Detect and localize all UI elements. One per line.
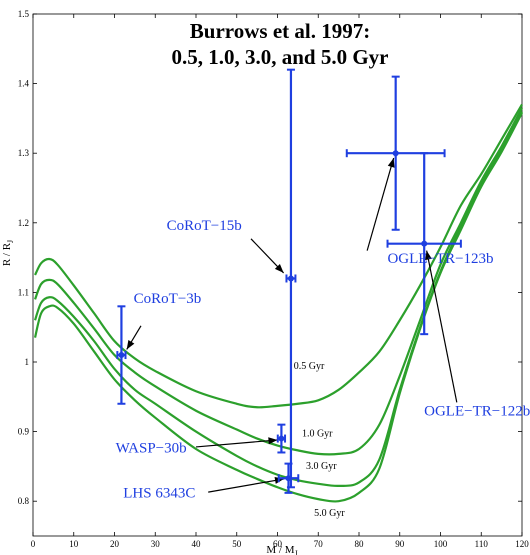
curve-1-0-gyr xyxy=(34,107,523,456)
x-tick-label: 70 xyxy=(314,539,324,549)
planet-marker xyxy=(118,352,125,359)
arrow xyxy=(250,238,285,274)
arrows xyxy=(126,157,458,493)
y-tick-label: 1.5 xyxy=(18,9,30,19)
x-tick-label: 110 xyxy=(475,539,489,549)
arrow xyxy=(366,157,395,251)
arrow-head xyxy=(274,263,284,273)
y-tick-label: 1.2 xyxy=(18,218,29,228)
planet-marker xyxy=(287,275,294,282)
arrow-head xyxy=(387,158,395,168)
arrow-shaft xyxy=(366,157,395,251)
planet-label: LHS 6343C xyxy=(123,486,195,502)
planet-marker xyxy=(285,475,292,482)
plot-frame xyxy=(32,13,523,537)
planet-marker xyxy=(278,435,285,442)
arrow-shaft xyxy=(195,439,278,448)
arrow-head xyxy=(268,437,278,445)
x-tick-label: 50 xyxy=(232,539,242,549)
y-axis-label: R / RJ xyxy=(1,240,15,266)
arrow-head xyxy=(424,250,432,261)
planet-label: WASP−30b xyxy=(116,440,187,456)
x-tick-label: 90 xyxy=(395,539,405,549)
arrow-head xyxy=(126,339,135,350)
y-tick-label: 0.8 xyxy=(18,496,30,506)
planet-point xyxy=(285,68,297,489)
planet-labels: CoRoT−3b CoRoT−15b OGLE−TR−123b OGLE−TR−122… xyxy=(116,218,530,502)
x-tick-label: 20 xyxy=(110,539,120,549)
planet-point xyxy=(276,423,287,454)
curve-3-0-gyr xyxy=(33,110,523,488)
x-tick-label: 60 xyxy=(273,539,283,549)
planet-points xyxy=(116,68,462,494)
planet-point xyxy=(345,75,446,231)
x-tick-label: 30 xyxy=(151,539,161,549)
age-label: 3.0 Gyr xyxy=(306,461,337,472)
axes: 0 10 20 30 40 50 60 70 80 90 100 110 120 0.8 0.9 1 1.1 1.… xyxy=(18,9,530,549)
y-tick-label: 1 xyxy=(25,357,30,367)
y-tick-label: 0.9 xyxy=(18,427,30,437)
age-label: 1.0 Gyr xyxy=(302,428,333,439)
y-tick-label: 1.4 xyxy=(18,79,30,89)
age-label: 0.5 Gyr xyxy=(294,361,325,372)
x-tick-label: 0 xyxy=(31,539,36,549)
planet-point xyxy=(116,305,127,405)
planet-label: CoRoT−15b xyxy=(167,218,242,234)
x-tick-label: 80 xyxy=(355,539,365,549)
model-curves xyxy=(33,103,523,503)
arrow xyxy=(195,437,278,448)
age-labels: 0.5 Gyr 1.0 Gyr 3.0 Gyr 5.0 Gyr xyxy=(294,361,346,519)
title-line: Burrows et al. 1997: xyxy=(190,19,370,43)
arrow-shaft xyxy=(426,250,458,403)
x-tick-label: 40 xyxy=(192,539,202,549)
planet-label: OGLE−TR−122b xyxy=(424,404,530,420)
curve-0-5-gyr xyxy=(34,103,523,409)
age-label: 5.0 Gyr xyxy=(314,508,345,519)
x-axis-label: M / MJ xyxy=(266,544,297,555)
planet-label: CoRoT−3b xyxy=(134,291,202,307)
x-tick-label: 120 xyxy=(515,539,529,549)
planet-point xyxy=(277,462,300,494)
chart-title: Burrows et al. 1997:0.5, 1.0, 3.0, and 5… xyxy=(171,19,388,69)
planet-label: OGLE−TR−123b xyxy=(387,251,493,267)
x-tick-label: 10 xyxy=(69,539,79,549)
planet-marker xyxy=(421,240,428,247)
x-tick-label: 100 xyxy=(434,539,448,549)
curve-5-0-gyr xyxy=(33,112,523,503)
y-tick-label: 1.3 xyxy=(18,148,30,158)
arrow xyxy=(126,325,142,350)
title-line: 0.5, 1.0, 3.0, and 5.0 Gyr xyxy=(171,45,388,69)
planet-point xyxy=(386,152,462,336)
arrow-shaft xyxy=(208,478,285,493)
y-tick-label: 1.1 xyxy=(18,287,29,297)
arrow xyxy=(424,250,458,403)
planet-marker xyxy=(392,150,399,157)
